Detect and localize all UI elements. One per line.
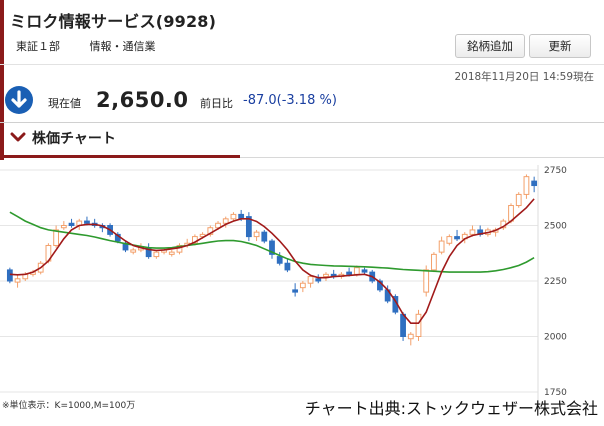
candle-down bbox=[84, 220, 90, 224]
candle-up bbox=[438, 240, 445, 253]
candle-down bbox=[68, 222, 75, 226]
arrow-down-icon bbox=[5, 86, 33, 114]
y-tick-label: 2500 bbox=[544, 222, 567, 232]
candle-down bbox=[269, 240, 275, 255]
candle-up bbox=[431, 253, 437, 271]
candle-down bbox=[361, 269, 368, 273]
candle-up bbox=[446, 236, 453, 244]
prev-change-label: 前日比 bbox=[200, 97, 233, 110]
candle-down bbox=[284, 262, 291, 271]
candle-up bbox=[323, 273, 329, 278]
stock-title: ミロク情報サービス(9928) bbox=[10, 12, 217, 31]
section-title: 株価チャート bbox=[32, 131, 116, 147]
candle-down bbox=[315, 278, 322, 282]
y-tick-label: 2750 bbox=[544, 166, 567, 176]
divider bbox=[0, 122, 604, 123]
y-tick-label: 1750 bbox=[544, 388, 567, 398]
candle-down bbox=[261, 231, 268, 242]
current-price-label: 現在値 bbox=[48, 97, 81, 110]
candle-up bbox=[423, 269, 430, 293]
candle-up bbox=[230, 213, 237, 220]
candle-down bbox=[400, 313, 406, 338]
candle-down bbox=[454, 236, 460, 240]
divider bbox=[240, 157, 604, 158]
current-price: 2,650.0 bbox=[96, 88, 189, 112]
candle-up bbox=[415, 313, 422, 338]
candle-up bbox=[523, 176, 530, 195]
market-label: 東証１部 bbox=[16, 40, 60, 53]
candle-up bbox=[215, 222, 221, 229]
refresh-button[interactable]: 更新 bbox=[529, 34, 591, 58]
ma-long-line bbox=[9, 211, 535, 273]
candle-up bbox=[353, 267, 360, 275]
price-change: -87.0(-3.18 %) bbox=[243, 93, 337, 108]
candle-up bbox=[168, 251, 175, 255]
candle-down bbox=[531, 180, 538, 187]
candle-down bbox=[245, 216, 252, 238]
candle-up bbox=[299, 282, 306, 289]
candle-up bbox=[53, 229, 60, 246]
chart-svg: 2750 2500 2250 2000 1750 bbox=[0, 165, 567, 412]
add-stock-button[interactable]: 銘柄追加 bbox=[455, 34, 525, 58]
chevron-down-icon bbox=[10, 131, 32, 147]
ma-short-line bbox=[9, 198, 535, 324]
y-tick-label: 2000 bbox=[544, 333, 567, 343]
candle-up bbox=[307, 276, 314, 284]
stock-meta: 東証１部 情報・通信業 bbox=[16, 38, 182, 54]
section-header: 株価チャート bbox=[10, 128, 116, 148]
candle-down bbox=[292, 289, 299, 293]
candle-down bbox=[276, 256, 283, 264]
stock-chart: 2750 2500 2250 2000 1750 bbox=[0, 160, 604, 422]
candle-up bbox=[253, 231, 260, 238]
sector-label: 情報・通信業 bbox=[89, 40, 156, 53]
candle-up bbox=[407, 333, 414, 340]
divider bbox=[0, 64, 604, 65]
quote-datetime: 2018年11月20日 14:59現在 bbox=[454, 71, 594, 83]
candle-up bbox=[222, 218, 229, 224]
section-underline bbox=[0, 155, 240, 158]
unit-note: ※単位表示：K=1000,M=100万 bbox=[2, 401, 136, 411]
candle-down bbox=[6, 269, 13, 282]
candle-up bbox=[14, 278, 21, 283]
candle-up bbox=[60, 225, 67, 229]
y-tick-label: 2250 bbox=[544, 277, 567, 287]
candle-down bbox=[346, 271, 352, 275]
candle-up bbox=[469, 229, 476, 235]
accent-bar bbox=[0, 0, 4, 160]
chart-credit: チャート出典:ストックウェザー株式会社 bbox=[304, 399, 598, 418]
candle-up bbox=[153, 251, 160, 258]
candle-up bbox=[515, 193, 522, 207]
candle-up bbox=[130, 249, 137, 253]
